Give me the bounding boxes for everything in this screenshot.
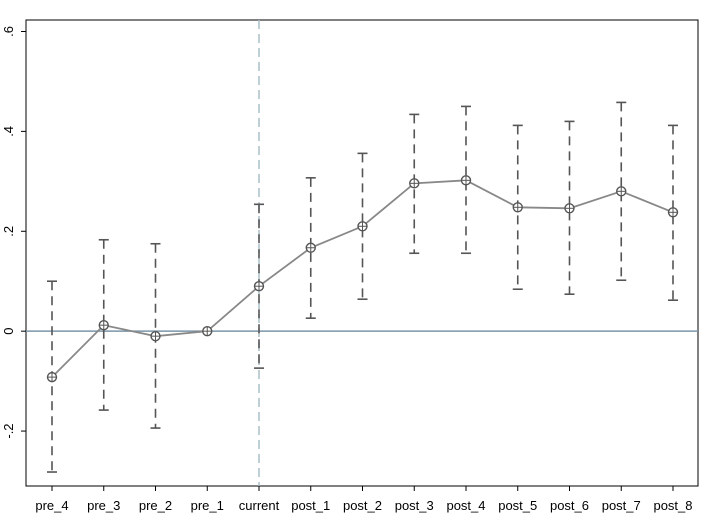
x-axis: pre_4 pre_3 pre_2 pre_1 current post_1 post_2 p… — [35, 486, 693, 513]
y-tick-label: .4 — [1, 126, 16, 137]
ci-bar — [98, 238, 109, 411]
data-point — [409, 178, 420, 189]
data-points — [46, 175, 679, 383]
x-tick-label: post_8 — [653, 498, 692, 513]
y-axis: -.2 0 .2 .4 .6 — [1, 26, 26, 439]
y-tick-label: .6 — [1, 26, 16, 37]
data-point — [667, 207, 679, 218]
x-tick-label: post_4 — [446, 498, 485, 513]
ci-bar — [357, 152, 368, 301]
x-tick-label: pre_3 — [87, 498, 120, 513]
x-tick-label: post_2 — [343, 498, 382, 513]
ci-bar — [461, 105, 471, 255]
data-point — [357, 221, 368, 232]
ci-bar — [305, 177, 316, 319]
data-point — [202, 325, 213, 337]
x-tick-label: post_3 — [395, 498, 434, 513]
x-tick-label: post_7 — [602, 498, 641, 513]
x-tick-label: post_1 — [291, 498, 330, 513]
x-tick-label: post_6 — [550, 498, 589, 513]
x-tick-label: pre_1 — [191, 498, 224, 513]
x-tick-label: pre_2 — [139, 498, 172, 513]
data-point — [150, 330, 161, 342]
x-tick-label: pre_4 — [35, 498, 68, 513]
data-point — [616, 186, 627, 197]
ci-bar — [616, 101, 627, 282]
plot-area — [25, 19, 699, 487]
data-point — [305, 242, 316, 253]
x-tick-label: post_5 — [498, 498, 537, 513]
y-tick-label: .2 — [1, 226, 16, 237]
data-point — [460, 175, 472, 186]
y-tick-label: -.2 — [1, 423, 16, 438]
data-point — [512, 202, 523, 213]
data-point — [564, 203, 575, 214]
x-tick-label: current — [239, 498, 280, 513]
data-point — [98, 319, 109, 331]
ci-bar — [564, 120, 575, 296]
ci-bar — [668, 124, 678, 301]
ci-bar — [409, 113, 420, 255]
y-tick-label: 0 — [1, 328, 16, 335]
data-point — [253, 281, 265, 292]
data-point — [46, 371, 58, 383]
